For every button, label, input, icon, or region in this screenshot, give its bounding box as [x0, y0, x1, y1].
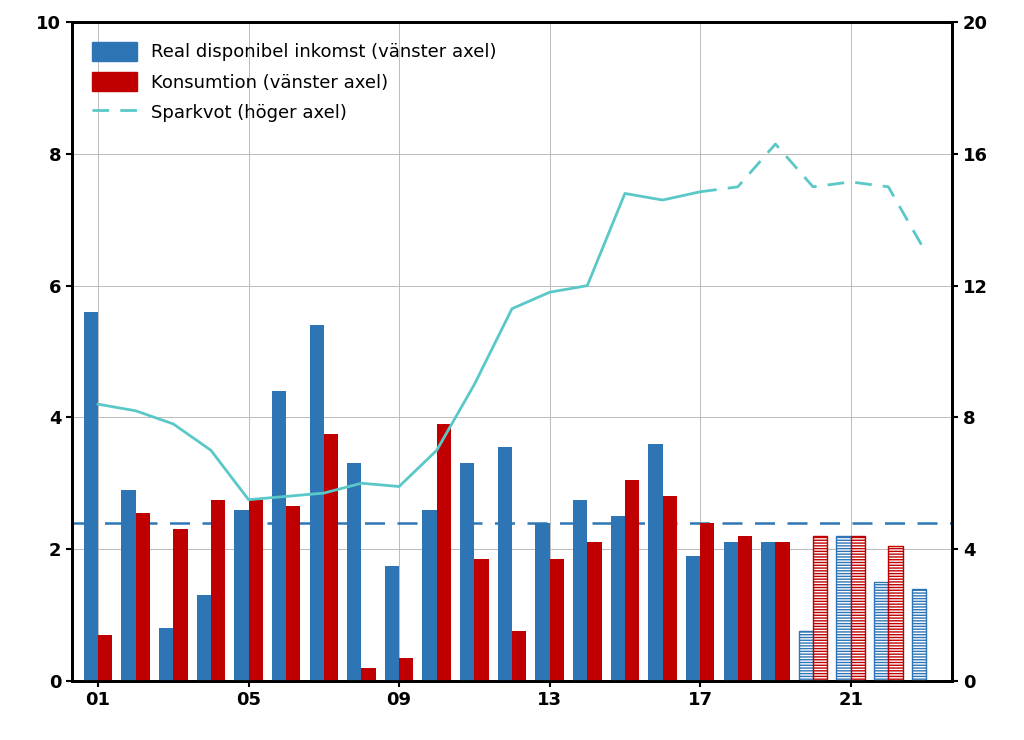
Bar [610, 517, 625, 681]
Bar [309, 325, 324, 681]
Bar [135, 513, 150, 681]
Legend: Real disponibel inkomst (vänster axel), Konsumtion (vänster axel), Sparkvot (hög: Real disponibel inkomst (vänster axel), … [81, 31, 508, 132]
Bar [211, 500, 225, 681]
Bar [347, 463, 361, 681]
Bar [588, 542, 601, 681]
Bar [324, 434, 338, 681]
Bar [512, 631, 526, 681]
Bar [550, 559, 564, 681]
Bar [738, 536, 752, 681]
Bar [648, 444, 663, 681]
Bar [761, 542, 775, 681]
Bar [663, 497, 677, 681]
Bar [911, 588, 926, 681]
Bar [889, 546, 902, 681]
Bar [498, 447, 512, 681]
Bar [837, 536, 851, 681]
Bar [813, 536, 827, 681]
Bar [234, 510, 249, 681]
Bar [700, 522, 715, 681]
Bar [536, 522, 550, 681]
Bar [874, 582, 889, 681]
Bar [385, 565, 399, 681]
Bar [249, 500, 263, 681]
Bar [474, 559, 488, 681]
Bar [423, 510, 436, 681]
Bar [399, 658, 414, 681]
Bar [197, 595, 211, 681]
Bar [272, 391, 286, 681]
Bar [159, 628, 173, 681]
Bar [625, 480, 639, 681]
Bar [799, 631, 813, 681]
Bar [84, 312, 98, 681]
Bar [724, 542, 738, 681]
Bar [686, 556, 700, 681]
Bar [361, 667, 376, 681]
Bar [173, 529, 187, 681]
Bar [775, 542, 790, 681]
Bar [122, 490, 135, 681]
Bar [436, 424, 451, 681]
Bar [460, 463, 474, 681]
Bar [98, 635, 113, 681]
Bar [573, 500, 588, 681]
Bar [851, 536, 865, 681]
Bar [286, 506, 300, 681]
